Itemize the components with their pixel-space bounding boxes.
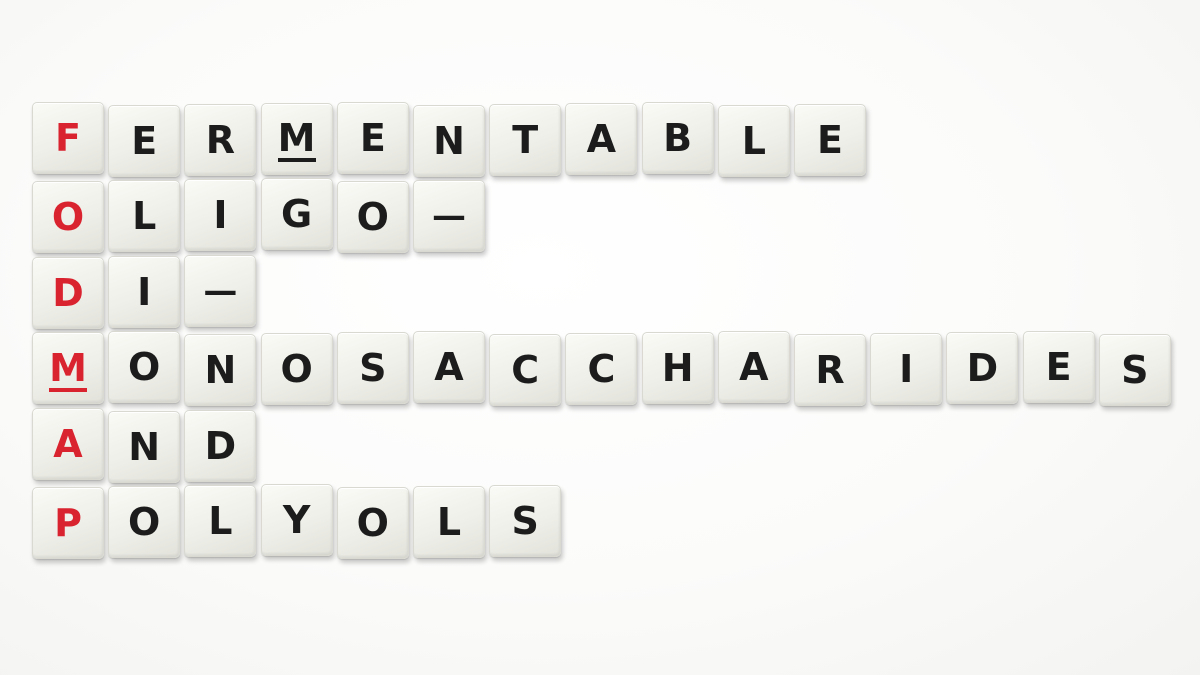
tile-letter: F — [55, 115, 81, 160]
letter-tile: B — [641, 101, 714, 174]
letter-tile: L — [184, 485, 257, 557]
tile-letter: S — [1121, 348, 1149, 392]
tile-letter: N — [433, 118, 465, 163]
tile-letter: O — [128, 345, 161, 389]
tile-letter: N — [128, 424, 161, 469]
letter-tile: E — [108, 104, 181, 177]
letter-tile: E — [336, 101, 409, 174]
tile-row-di: D I — — [32, 254, 261, 331]
tile-letter: S — [511, 499, 539, 543]
tile-letter: O — [356, 501, 389, 545]
letter-tile: S — [1098, 334, 1171, 406]
letter-tile: E — [1022, 331, 1095, 403]
tile-letter: I — [137, 269, 152, 314]
letter-tile: C — [565, 333, 638, 405]
tile-letter: M — [49, 345, 87, 392]
letter-tile: A — [565, 102, 638, 175]
letter-tile: M — [260, 102, 333, 175]
tile-letter: P — [54, 501, 82, 545]
letter-tile: O — [108, 486, 181, 558]
tile-letter: A — [739, 345, 769, 389]
letter-tile: F — [32, 101, 104, 174]
letter-tile: R — [184, 103, 257, 176]
tile-letter: M — [277, 116, 316, 162]
tile-letter: N — [204, 348, 237, 392]
letter-tile: Y — [260, 484, 333, 556]
letter-tile: O — [108, 331, 181, 403]
tile-letter: D — [204, 423, 237, 468]
letter-tile: M — [32, 332, 104, 404]
tile-letter: O — [356, 195, 389, 239]
letter-tile: O — [336, 181, 409, 253]
letter-tile: O — [32, 181, 104, 253]
letter-tile: L — [413, 486, 485, 558]
letter-tile: D — [32, 256, 104, 329]
letter-tile: G — [260, 178, 333, 250]
letter-tile: L — [108, 180, 181, 252]
tile-letter: L — [741, 118, 766, 163]
tile-letter: O — [128, 500, 161, 544]
letter-tile: S — [489, 485, 562, 557]
tile-letter: E — [359, 115, 386, 160]
letter-tile: I — [108, 255, 181, 328]
tile-letter: S — [359, 346, 387, 390]
tile-letter: O — [280, 347, 313, 391]
tile-letter: I — [899, 347, 914, 391]
tile-letter: E — [1045, 345, 1072, 389]
tile-letter: I — [213, 193, 228, 237]
tile-letter: — — [203, 270, 238, 311]
tile-letter: G — [280, 192, 313, 236]
letter-tile: D — [184, 409, 257, 482]
tile-letter: A — [53, 421, 83, 466]
tile-letter: L — [436, 500, 462, 544]
tile-letter: D — [52, 270, 84, 315]
letter-tile: I — [184, 179, 257, 251]
letter-tile: A — [32, 407, 104, 480]
tile-letter: O — [51, 195, 85, 239]
tile-letter: A — [586, 116, 617, 161]
tile-row-oligo: O L I G O — — [32, 178, 490, 255]
tile-letter: C — [587, 347, 616, 391]
tile-letter: H — [661, 346, 694, 390]
letter-tile: A — [413, 331, 485, 403]
letter-tile: H — [641, 332, 714, 404]
letter-tile: C — [489, 334, 562, 406]
tile-letter: D — [966, 346, 999, 390]
letter-tile: D — [946, 332, 1019, 404]
tile-letter: E — [817, 117, 843, 162]
letter-tile: O — [336, 487, 409, 559]
tile-letter: L — [132, 194, 157, 238]
tile-letter: — — [432, 196, 466, 236]
tile-letter: R — [205, 117, 236, 162]
letter-tile: P — [32, 487, 104, 559]
letter-tile: S — [336, 332, 409, 404]
tile-letter: T — [512, 117, 539, 162]
letter-tile: — — [413, 180, 485, 252]
tile-letter: L — [208, 499, 233, 543]
letter-tile: A — [717, 331, 790, 403]
tile-letter: E — [131, 118, 158, 163]
letter-tile: O — [260, 333, 333, 405]
letter-tile: — — [184, 254, 257, 327]
letter-tile: N — [413, 104, 485, 177]
tile-letter: A — [434, 345, 464, 389]
letter-tile: E — [794, 103, 866, 176]
letter-tile: R — [794, 334, 866, 406]
tile-letter: R — [815, 348, 845, 392]
tile-letter: C — [511, 348, 540, 392]
tile-letter: Y — [282, 498, 311, 542]
letter-tile: N — [108, 410, 181, 483]
tile-letter: B — [663, 115, 693, 160]
letter-tile: L — [717, 104, 790, 177]
letter-tile: T — [489, 103, 562, 176]
letter-tile: N — [184, 334, 257, 406]
letter-tile: I — [870, 333, 943, 405]
